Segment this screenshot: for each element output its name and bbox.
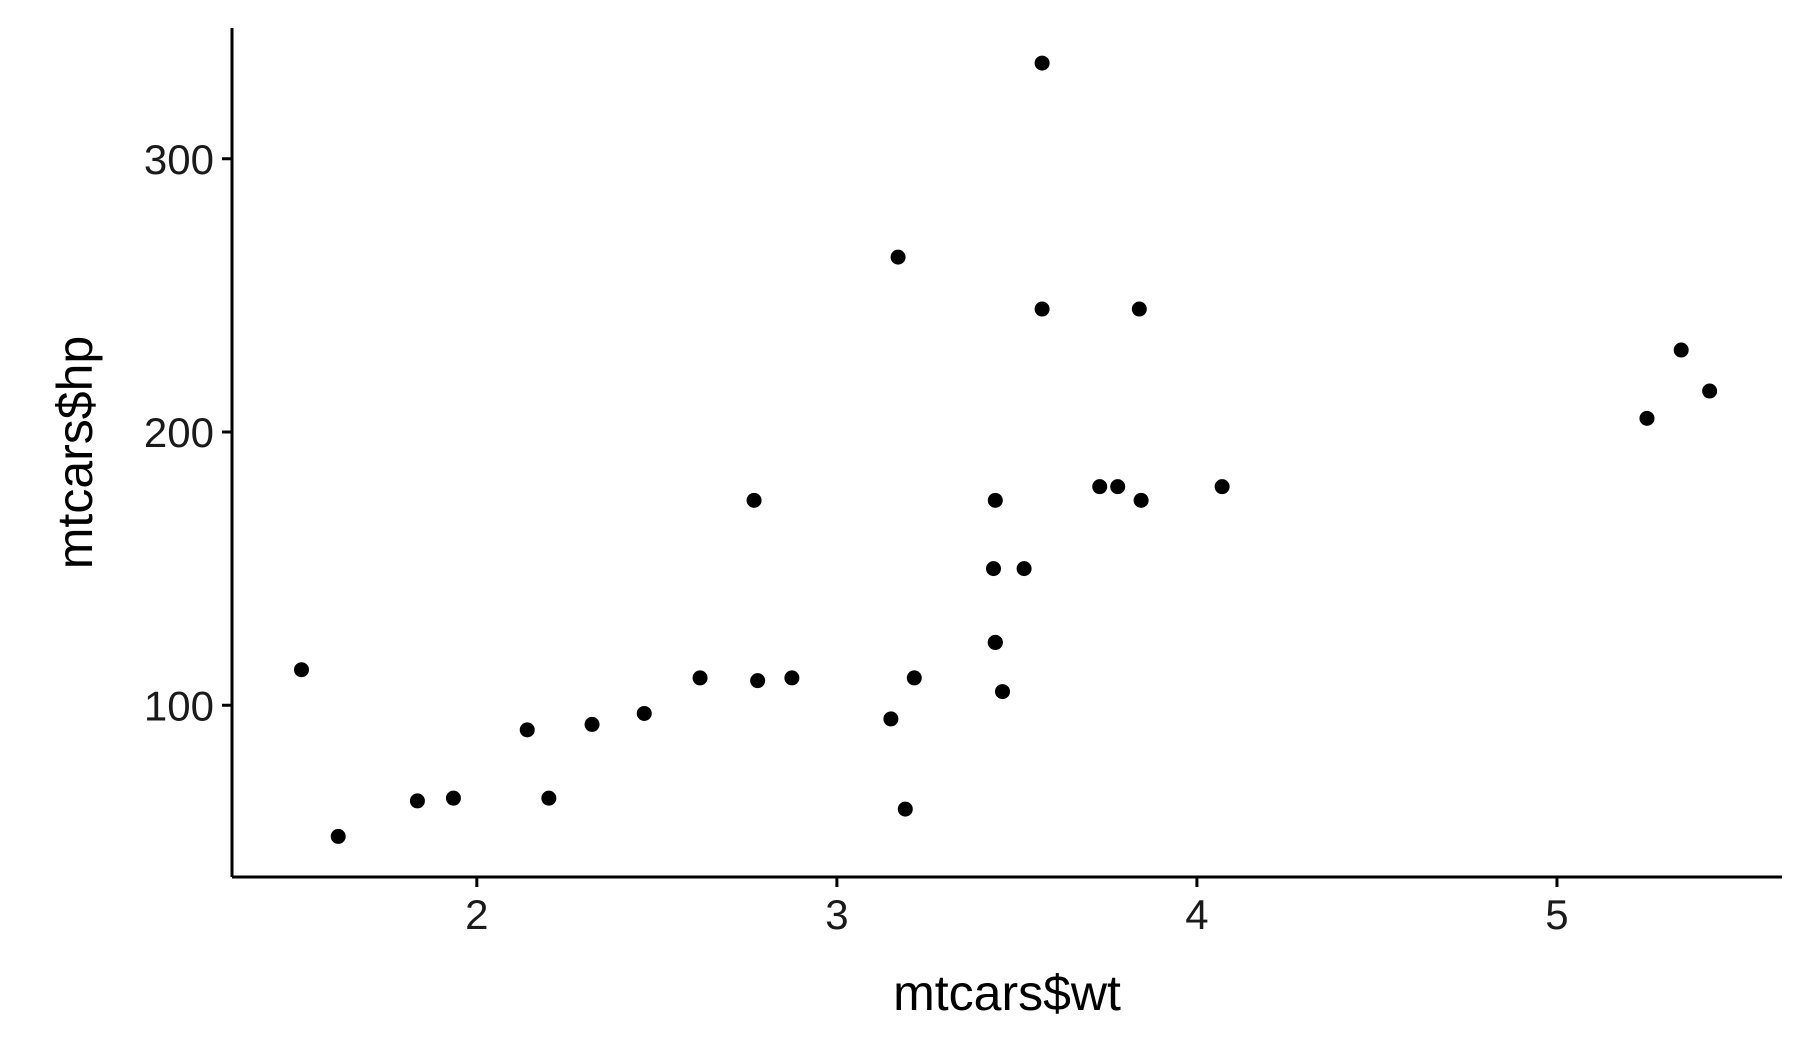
data-point	[897, 801, 913, 817]
data-point	[987, 492, 1003, 508]
data-point	[1016, 561, 1032, 577]
data-point	[1639, 410, 1655, 426]
y-tick-label: 100	[144, 682, 214, 729]
y-axis-title: mtcars$hp	[47, 336, 103, 569]
y-axis-ticks: 100 200 300	[144, 136, 232, 729]
data-point	[445, 790, 461, 806]
data-point	[1034, 301, 1050, 317]
data-point	[584, 716, 600, 732]
x-axis-title: mtcars$wt	[893, 965, 1121, 1021]
data-point	[636, 705, 652, 721]
data-point	[1131, 301, 1147, 317]
x-tick-label: 2	[465, 891, 488, 938]
data-point	[330, 828, 346, 844]
data-point	[987, 634, 1003, 650]
data-point	[883, 711, 899, 727]
data-point	[906, 670, 922, 686]
data-point	[1133, 492, 1149, 508]
data-point	[750, 673, 766, 689]
data-point	[692, 670, 708, 686]
data-points	[293, 55, 1718, 844]
data-point	[1702, 383, 1718, 399]
data-point	[746, 492, 762, 508]
x-tick-label: 3	[825, 891, 848, 938]
x-axis-ticks: 2 3 4 5	[465, 877, 1569, 938]
data-point	[293, 662, 309, 678]
y-tick-label: 200	[144, 409, 214, 456]
data-point	[985, 561, 1001, 577]
data-point	[541, 790, 557, 806]
x-tick-label: 5	[1545, 891, 1568, 938]
data-point	[1034, 55, 1050, 71]
data-point	[409, 793, 425, 809]
data-point	[1214, 479, 1230, 495]
data-point	[1092, 479, 1108, 495]
data-point	[994, 684, 1010, 700]
data-point	[1673, 342, 1689, 358]
x-tick-label: 4	[1185, 891, 1208, 938]
y-tick-label: 300	[144, 136, 214, 183]
data-point	[1110, 479, 1126, 495]
data-point	[784, 670, 800, 686]
data-point	[890, 249, 906, 265]
data-point	[519, 722, 535, 738]
